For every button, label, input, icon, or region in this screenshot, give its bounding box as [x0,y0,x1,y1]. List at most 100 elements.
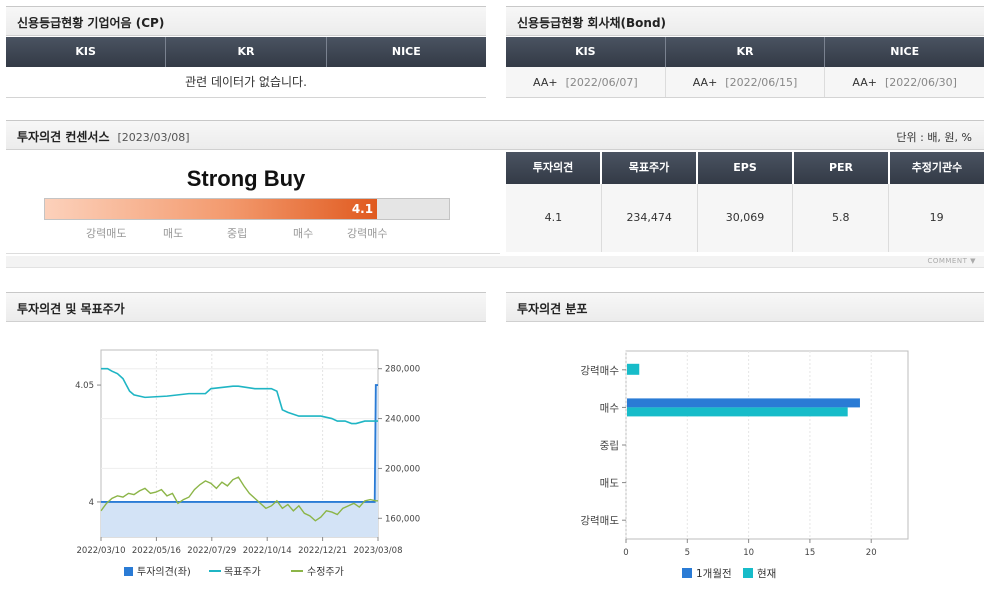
left-tick-label: 4 [89,498,94,508]
category-label: 중립 [600,439,619,452]
bond-rating-kr: AA+ [2022/06/15] [666,67,826,97]
consensus-table-row: 4.1 234,474 30,069 5.8 19 [506,184,984,252]
adjusted-price-line [100,476,378,522]
x-tick-label: 15 [804,548,815,558]
cp-empty-row: 관련 데이터가 없습니다. [6,67,486,98]
legend-label-price: 수정주가 [307,566,344,578]
x-tick-label: 2022/07/29 [187,546,236,556]
scale-label-strong-buy: 강력매수 [347,227,388,240]
rating-grade: AA+ [692,76,718,89]
col-opinion: 투자의견 [506,152,602,184]
bond-rating-kis: AA+ [2022/06/07] [506,67,666,97]
opinion-area [101,385,378,537]
x-tick-label: 2022/10/14 [243,546,292,556]
opinion-gauge-fill: 4.1 [45,199,378,219]
category-label: 강력매수 [580,365,619,377]
legend-label-current: 현재 [757,568,776,580]
chevron-down-icon: ▼ [970,257,976,265]
legend-label-1-month-ago: 1개월전 [696,568,732,580]
col-target-price: 목표주가 [602,152,698,184]
scale-label-buy: 매수 [293,227,314,240]
unit-label: 단위 : 배, 원, % [896,131,972,144]
consensus-date: [2023/03/08] [117,131,190,144]
cp-col-kis: KIS [6,37,167,67]
rating-date: [2022/06/30] [884,76,957,89]
bar-current [627,407,848,417]
bond-section-title: 신용등급현황 회사채(Bond) [517,16,667,30]
consensus-gauge-panel: Strong Buy 4.1 강력매도 매도 중립 매수 강력매수 [6,152,500,254]
cp-empty-message: 관련 데이터가 없습니다. [185,75,307,89]
right-tick-label: 200,000 [385,464,420,474]
col-eps: EPS [698,152,794,184]
opinion-text: Strong Buy [186,166,306,191]
bond-rating-row: AA+ [2022/06/07] AA+ [2022/06/15] AA+ [2022… [506,67,984,98]
opinion-line [101,384,378,503]
dist-section-header: 투자의견 분포 [506,292,984,322]
comment-text: COMMENT [927,257,968,265]
right-tick-label: 160,000 [385,514,420,524]
comment-label: COMMENT ▼ [927,257,976,265]
value-analyst-count: 19 [929,211,944,224]
opinion-gauge-track: 4.1 [44,198,450,220]
value-opinion: 4.1 [506,184,602,252]
x-tick-label: 5 [685,548,690,558]
plot-area [625,350,909,540]
consensus-section-title: 투자의견 컨센서스 [2023/03/08] [17,128,189,145]
bond-table-header: KIS KR NICE [506,37,985,67]
bond-section-header: 신용등급현황 회사채(Bond) [506,6,984,36]
consensus-table: 투자의견 목표주가 EPS PER 추정기관수 4.1 234,474 30,0… [506,152,984,252]
category-label: 강력매도 [580,515,619,527]
x-tick-label: 2022/05/16 [132,546,181,556]
scale-label-hold: 중립 [227,227,248,240]
cp-col-kr: KR [166,37,327,67]
scale-label-sell: 매도 [163,227,184,240]
x-tick-label: 10 [743,548,754,558]
comment-toggle[interactable]: COMMENT ▼ [6,256,984,268]
left-tick-label: 4.05 [75,381,94,391]
target-price-line [101,367,378,425]
bond-rating-nice: AA+ [2022/06/30] [825,67,984,97]
legend-label-opinion: 투자의견(좌) [137,566,191,578]
cp-section-title: 신용등급현황 기업어음 (CP) [17,16,165,30]
value-per: 5.8 [793,184,890,252]
rating-date: [2022/06/07] [565,76,638,89]
category-label: 매수 [600,402,620,414]
right-tick-label: 280,000 [385,365,420,375]
rating-grade: AA+ [852,76,877,89]
x-tick-label: 2023/03/08 [354,546,403,556]
bond-col-kis: KIS [506,37,666,67]
right-tick-label: 240,000 [385,415,420,425]
legend-swatch-1-month-ago [682,568,692,578]
bar-current [627,363,640,375]
legend-swatch-opinion [124,567,133,576]
trend-chart: 280,000 240,000 200,000 160,000 4.05 4 2022/03… [75,349,420,578]
bond-col-nice: NICE [825,37,985,67]
x-tick-label: 2022/03/10 [77,546,126,556]
trend-section-header: 투자의견 및 목표주가 [6,292,486,322]
dist-section-title: 투자의견 분포 [517,302,588,316]
consensus-title-text: 투자의견 컨센서스 [17,130,110,144]
cp-col-nice: NICE [326,37,486,67]
trend-section-title: 투자의견 및 목표주가 [17,302,125,316]
col-analyst-count: 추정기관수 [890,152,984,184]
bond-col-kr: KR [665,37,826,67]
rating-grade: AA+ [533,76,558,89]
bar-1-month-ago [627,398,860,408]
legend-label-target: 목표주가 [224,566,261,578]
consensus-section-header: 투자의견 컨센서스 [2023/03/08] 단위 : 배, 원, % [6,120,984,150]
cp-table-header: KIS KR NICE [6,37,486,67]
scale-label-strong-sell: 강력매도 [86,227,127,240]
trend-chart-panel: 280,000 240,000 200,000 160,000 4.05 4 2022/03… [6,323,486,604]
col-per: PER [794,152,890,184]
legend-swatch-current [743,568,753,578]
x-tick-label: 2022/12/21 [298,546,347,556]
x-tick-label: 0 [623,548,628,558]
consensus-table-header: 투자의견 목표주가 EPS PER 추정기관수 [506,152,984,184]
value-eps: 30,069 [698,184,794,252]
x-tick-label: 20 [866,548,877,558]
opinion-gauge-value: 4.1 [351,202,374,216]
rating-date: [2022/06/15] [725,76,798,89]
category-label: 매도 [600,478,620,490]
